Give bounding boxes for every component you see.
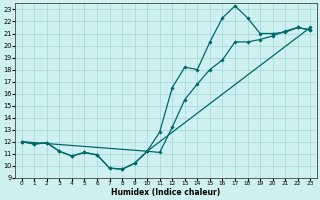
- X-axis label: Humidex (Indice chaleur): Humidex (Indice chaleur): [111, 188, 220, 197]
